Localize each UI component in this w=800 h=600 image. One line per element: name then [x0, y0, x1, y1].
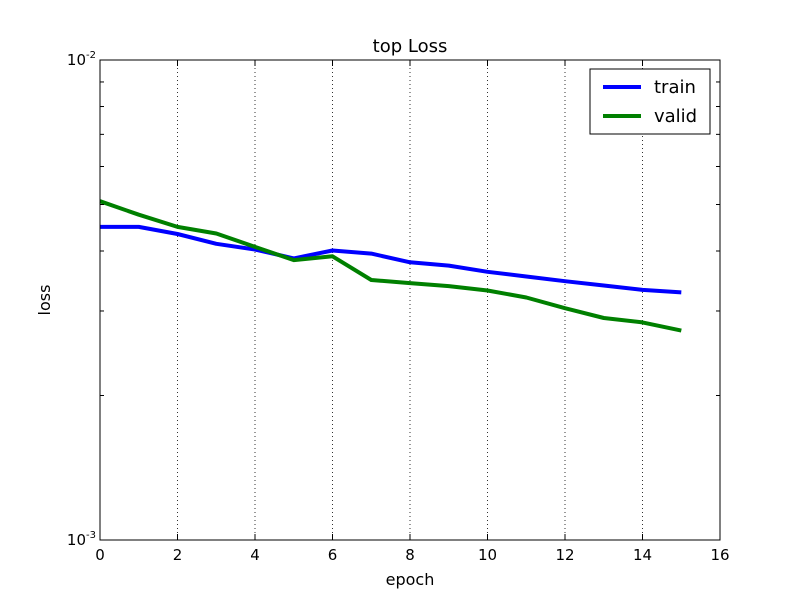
series-lines: [99, 199, 682, 333]
series-line-valid: [99, 199, 682, 333]
x-tick-label: 2: [173, 546, 183, 564]
x-tick-label: 6: [328, 546, 338, 564]
legend: train valid: [589, 68, 711, 135]
chart-title: top Loss: [373, 36, 448, 57]
x-tick-label: 10: [478, 546, 497, 564]
x-tick-label: 14: [633, 546, 652, 564]
x-axis-label: epoch: [386, 570, 435, 589]
x-tick-label: 8: [405, 546, 415, 564]
legend-box: [589, 68, 711, 135]
legend-label-train: train: [654, 77, 696, 98]
grid: [177, 60, 643, 540]
y-tick-label: 10-2: [67, 50, 96, 69]
x-tick-label: 4: [250, 546, 260, 564]
series-line-train: [100, 224, 682, 295]
legend-label-valid: valid: [654, 106, 697, 127]
y-tick-label: 10-3: [67, 530, 96, 549]
x-tick-label: 12: [555, 546, 574, 564]
x-tick-label: 0: [95, 546, 105, 564]
ticks: 0 2 4 6 8 10 12 14 16 10-2 10-3: [67, 50, 730, 564]
y-axis-label: loss: [35, 285, 54, 316]
x-tick-label: 16: [710, 546, 729, 564]
